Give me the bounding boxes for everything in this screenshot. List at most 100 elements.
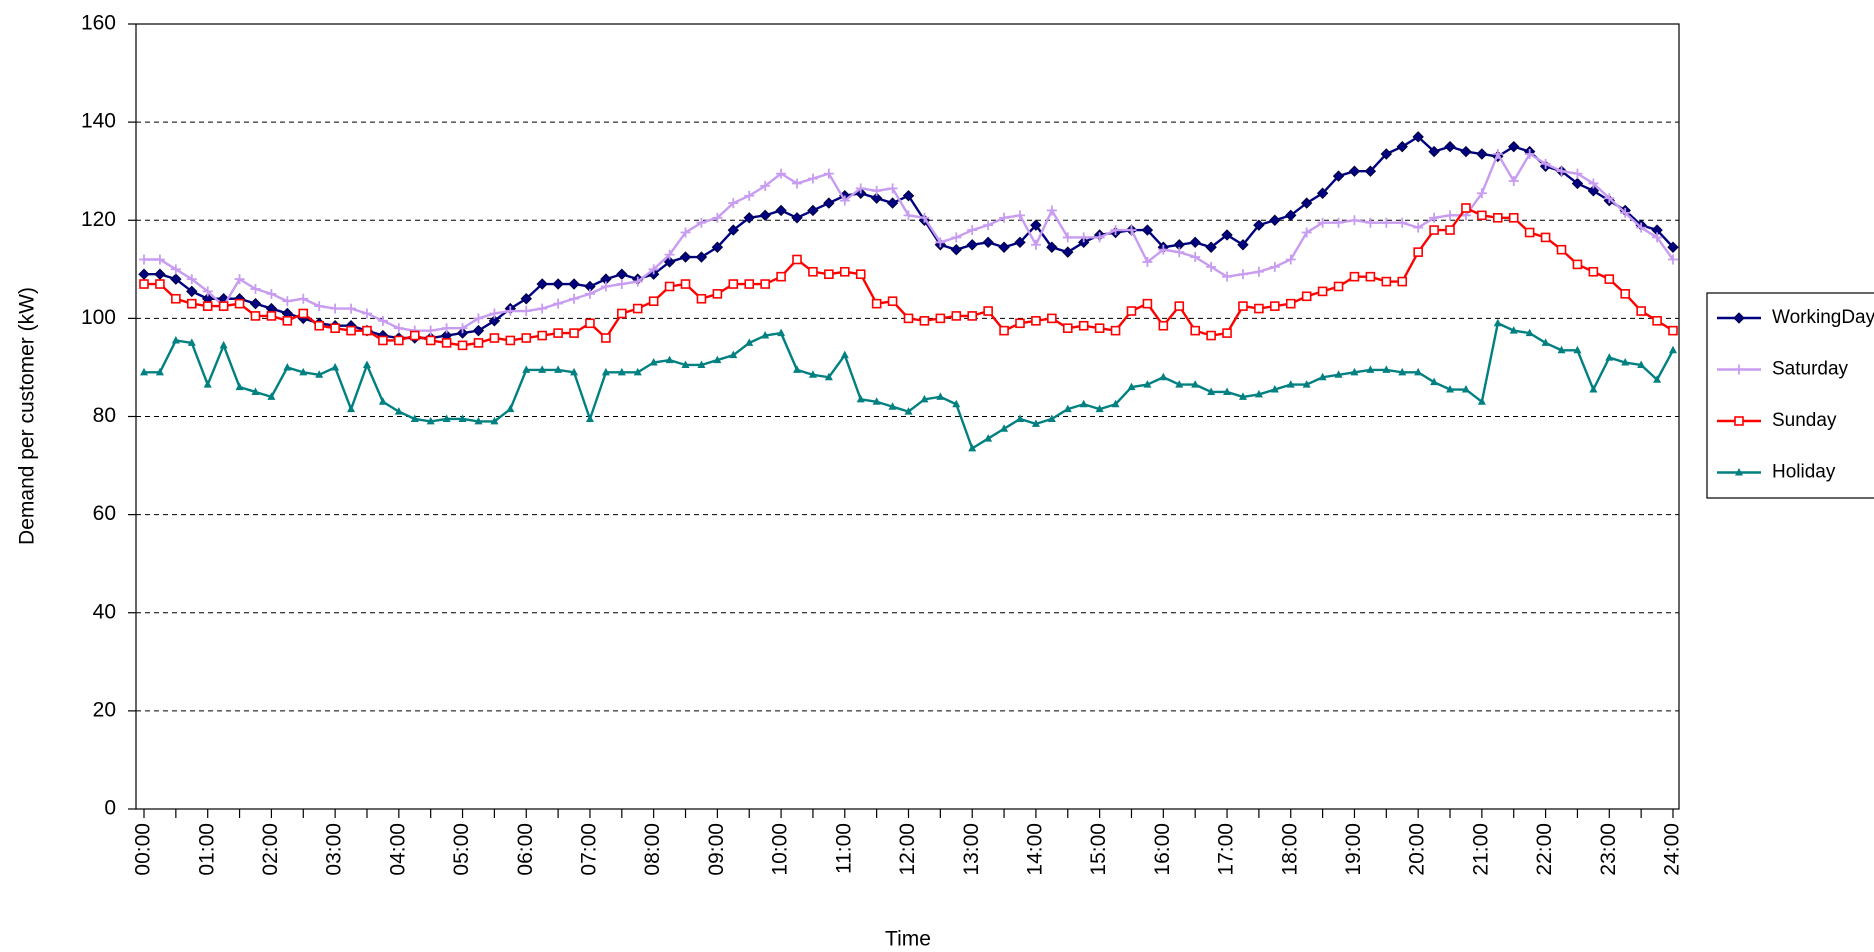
marker bbox=[968, 443, 977, 452]
marker bbox=[1302, 380, 1311, 388]
x-tick-label: 16:00 bbox=[1151, 823, 1174, 876]
marker bbox=[1364, 165, 1377, 177]
marker bbox=[1620, 289, 1631, 299]
marker bbox=[1571, 177, 1584, 190]
marker bbox=[537, 330, 547, 341]
marker bbox=[584, 288, 595, 299]
marker bbox=[617, 367, 626, 376]
x-tick-label: 09:00 bbox=[705, 823, 728, 876]
marker bbox=[664, 281, 675, 292]
marker bbox=[1461, 203, 1471, 213]
marker bbox=[713, 355, 722, 364]
legend-label: Holiday bbox=[1772, 462, 1836, 483]
marker bbox=[552, 278, 564, 290]
marker bbox=[457, 340, 468, 351]
marker bbox=[1620, 207, 1631, 218]
marker bbox=[920, 394, 929, 403]
marker bbox=[1223, 387, 1232, 395]
marker bbox=[1381, 217, 1392, 228]
marker bbox=[903, 210, 914, 221]
marker bbox=[1366, 365, 1375, 373]
marker bbox=[1222, 328, 1232, 338]
marker bbox=[1524, 227, 1535, 238]
marker bbox=[1301, 227, 1312, 238]
marker bbox=[1589, 385, 1598, 393]
marker bbox=[505, 306, 516, 317]
marker bbox=[1604, 193, 1615, 204]
marker bbox=[553, 298, 564, 309]
marker bbox=[967, 225, 978, 236]
marker bbox=[457, 323, 468, 334]
marker bbox=[1446, 385, 1455, 393]
marker bbox=[1285, 209, 1297, 222]
marker bbox=[1508, 212, 1519, 223]
marker bbox=[1492, 149, 1503, 160]
marker bbox=[1174, 247, 1185, 258]
marker bbox=[1348, 165, 1361, 177]
marker bbox=[1126, 225, 1137, 236]
marker bbox=[250, 283, 261, 294]
marker bbox=[473, 313, 484, 324]
marker bbox=[1126, 306, 1137, 316]
marker bbox=[1397, 217, 1408, 228]
marker bbox=[680, 227, 691, 238]
marker bbox=[426, 416, 435, 425]
marker bbox=[554, 365, 563, 373]
marker bbox=[203, 380, 212, 388]
marker bbox=[807, 204, 819, 217]
marker bbox=[522, 365, 531, 373]
marker bbox=[808, 370, 817, 378]
marker bbox=[663, 256, 676, 268]
marker bbox=[791, 212, 803, 224]
marker bbox=[1143, 380, 1152, 388]
marker bbox=[1477, 397, 1486, 405]
marker bbox=[617, 308, 627, 319]
marker bbox=[234, 274, 245, 285]
marker bbox=[1333, 217, 1344, 228]
marker bbox=[1652, 232, 1663, 243]
marker bbox=[266, 311, 277, 321]
marker bbox=[298, 293, 309, 304]
marker bbox=[139, 279, 149, 289]
marker bbox=[1429, 212, 1440, 223]
marker bbox=[727, 224, 740, 236]
marker bbox=[1174, 301, 1185, 311]
marker bbox=[1316, 187, 1329, 199]
marker bbox=[936, 392, 945, 400]
x-tick-label: 00:00 bbox=[132, 823, 155, 876]
marker bbox=[887, 296, 898, 307]
marker bbox=[1734, 364, 1744, 375]
marker bbox=[1078, 320, 1089, 331]
marker bbox=[1350, 367, 1359, 376]
marker bbox=[267, 392, 276, 400]
marker bbox=[425, 335, 436, 346]
marker bbox=[170, 273, 182, 285]
marker bbox=[870, 192, 883, 204]
marker bbox=[904, 407, 913, 415]
x-tick-label: 07:00 bbox=[578, 823, 601, 876]
marker bbox=[155, 367, 164, 376]
marker bbox=[1094, 232, 1105, 243]
marker bbox=[520, 293, 532, 305]
marker bbox=[1349, 271, 1360, 282]
x-tick-label: 04:00 bbox=[386, 823, 409, 876]
marker bbox=[1445, 225, 1455, 235]
marker bbox=[840, 350, 849, 359]
marker bbox=[729, 350, 738, 359]
marker bbox=[1062, 232, 1073, 243]
marker bbox=[616, 279, 627, 290]
marker bbox=[1636, 306, 1646, 316]
marker bbox=[330, 303, 341, 314]
marker bbox=[1540, 158, 1551, 169]
marker bbox=[537, 303, 548, 314]
marker bbox=[697, 360, 706, 368]
marker bbox=[888, 402, 897, 410]
marker bbox=[919, 212, 930, 223]
marker bbox=[696, 217, 707, 228]
marker bbox=[1046, 241, 1058, 253]
marker bbox=[187, 338, 196, 346]
y-tick-label: 20 bbox=[93, 698, 116, 721]
marker bbox=[824, 372, 833, 381]
marker bbox=[1078, 232, 1089, 243]
